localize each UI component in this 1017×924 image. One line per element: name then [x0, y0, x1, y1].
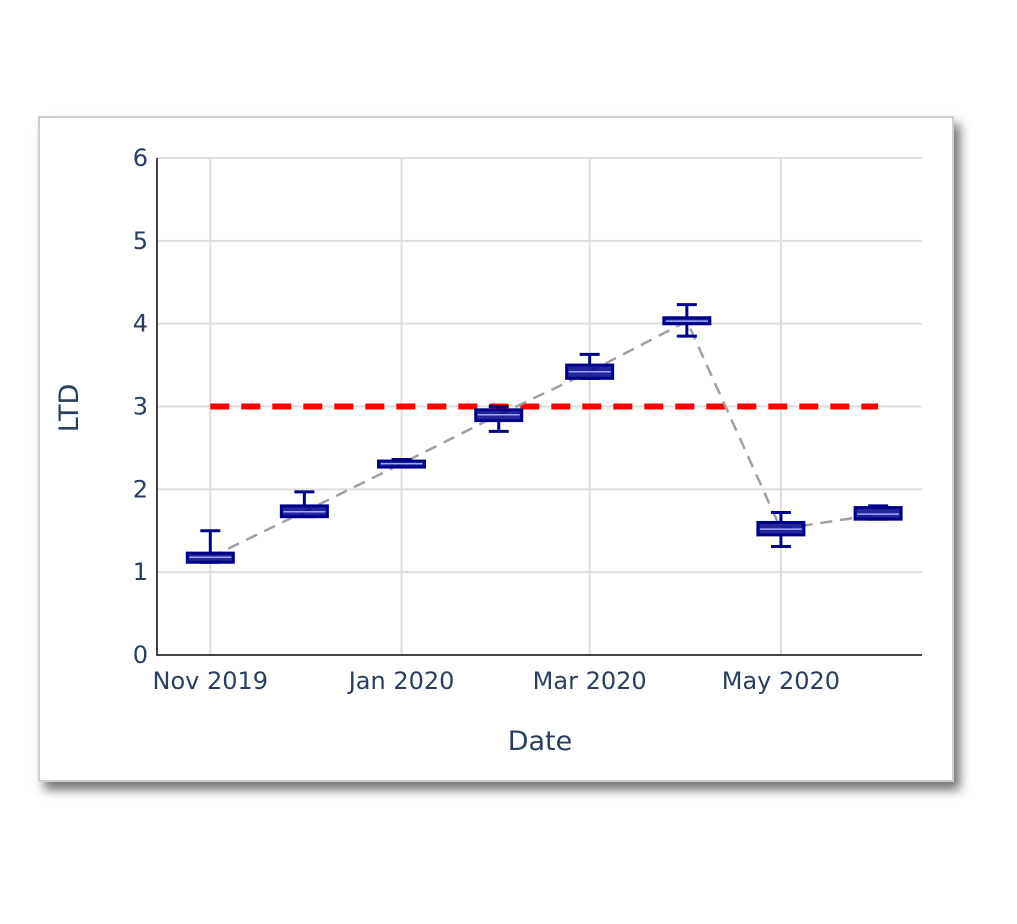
x-tick-label-1: Jan 2020 [347, 667, 455, 695]
y-tick-label-0: 0 [133, 641, 148, 669]
box-3 [474, 405, 524, 433]
label-layer: 0 1 2 3 4 5 6 Nov 2019 Jan 2020 Mar 2020 May 2020 [133, 144, 840, 695]
axis-layer [156, 158, 922, 656]
x-tick-label-3: May 2020 [722, 667, 840, 695]
box-7-iqr [853, 506, 903, 521]
box-7 [853, 504, 903, 521]
x-tick-label-0: Nov 2019 [153, 667, 269, 695]
median-trend-line [209, 319, 879, 559]
trend-layer [209, 319, 879, 559]
box-layer [185, 303, 903, 564]
chart-card [38, 116, 954, 782]
box-4 [565, 352, 615, 380]
y-tick-label-6: 6 [133, 144, 148, 172]
box-0 [185, 529, 235, 564]
y-tick-label-4: 4 [133, 310, 148, 338]
y-tick-label-3: 3 [133, 393, 148, 421]
box-1 [279, 490, 329, 519]
y-axis-title: LTD [54, 384, 85, 433]
y-tick-label-1: 1 [133, 558, 148, 586]
box-5 [662, 303, 712, 338]
y-tick-label-2: 2 [133, 475, 148, 503]
box-2 [377, 458, 427, 469]
x-tick-label-2: Mar 2020 [533, 667, 647, 695]
box-6 [756, 511, 806, 548]
x-axis-title: Date [508, 726, 573, 757]
y-tick-label-5: 5 [133, 227, 148, 255]
